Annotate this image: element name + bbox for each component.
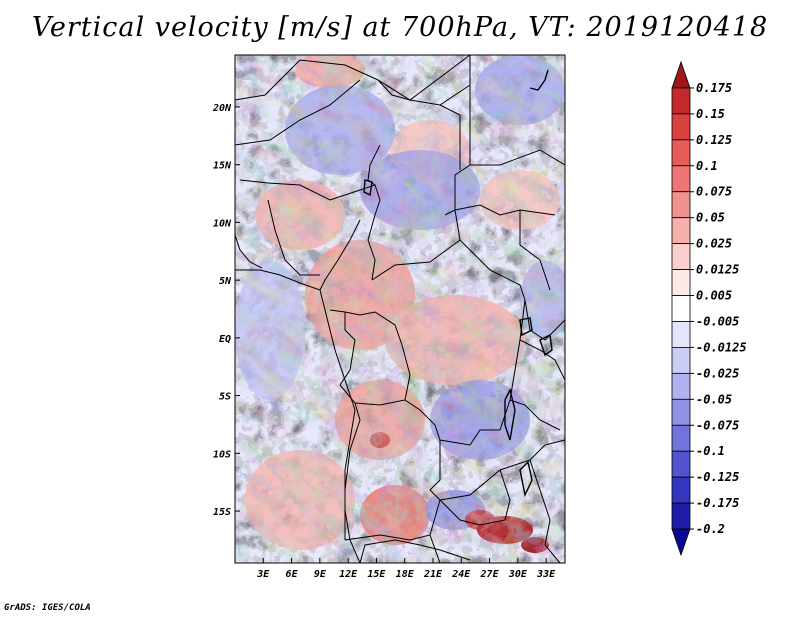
colorbar-label: 0.175: [696, 81, 732, 95]
colorbar-cap-bottom: [671, 528, 691, 557]
lon-tick-label: 33E: [536, 569, 556, 580]
colorbar-swatch: [671, 321, 691, 348]
colorbar-label: -0.075: [696, 418, 739, 432]
chart-title: Vertical velocity [m/s] at 700hPa, VT: 2…: [31, 12, 769, 43]
velocity-field: [235, 55, 565, 563]
longitude-axis: 3E 6E 9E 12E 15E 18E 21E 24E 27E 30E 33E: [256, 558, 556, 580]
colorbar-label: -0.025: [696, 366, 739, 380]
lon-tick-label: 15E: [367, 569, 386, 580]
lat-tick-label: 10S: [213, 449, 231, 460]
colorbar-swatch: [671, 217, 691, 245]
colorbar-label: -0.125: [696, 470, 739, 484]
credit-label: GrADS: IGES/COLA: [4, 603, 91, 613]
lon-tick-label: 9E: [314, 569, 327, 580]
colorbar-swatch: [671, 113, 691, 141]
map-frame: [234, 54, 566, 564]
colorbar-label: -0.005: [696, 314, 739, 328]
lon-tick-label: 6E: [286, 569, 299, 580]
colorbar-label: 0.125: [696, 133, 732, 147]
colorbar: 0.175 0.15 0.125 0.1 0.075 0.05 0.025 0.0125 0.0…: [671, 60, 747, 557]
lon-tick-label: 3E: [256, 569, 270, 580]
colorbar-swatch: [671, 269, 691, 296]
colorbar-swatch: [671, 347, 691, 374]
colorbar-swatch: [671, 165, 691, 193]
lon-tick-label: 30E: [508, 569, 528, 580]
colorbar-label: -0.05: [696, 392, 732, 406]
colorbar-swatch: [671, 243, 691, 270]
lat-tick-label: 15N: [213, 161, 232, 172]
colorbar-swatch: [671, 450, 691, 478]
colorbar-swatch: [671, 87, 691, 115]
lat-tick-label: 20N: [212, 103, 232, 114]
lat-tick-label: 5S: [219, 392, 231, 403]
lon-tick-label: 18E: [396, 569, 415, 580]
colorbar-label: 0.025: [696, 237, 732, 251]
colorbar-label: 0.05: [696, 211, 725, 225]
latitude-axis: 20N 15N 10N 5N EQ 5S 10S 15S: [212, 103, 240, 518]
colorbar-label: 0.0125: [696, 263, 739, 277]
colorbar-label: 0.005: [696, 289, 732, 303]
colorbar-swatch: [671, 295, 691, 322]
colorbar-swatch: [671, 139, 691, 167]
colorbar-swatch: [671, 424, 691, 452]
lon-tick-label: 27E: [480, 569, 500, 580]
colorbar-swatch: [671, 476, 691, 504]
country-borders: [235, 55, 565, 563]
colorbar-label: -0.1: [696, 444, 725, 458]
colorbar-label: -0.2: [696, 522, 725, 536]
colorbar-label: -0.175: [696, 496, 739, 510]
colorbar-swatch: [671, 372, 691, 400]
colorbar-swatch: [671, 502, 691, 530]
lat-tick-label: EQ: [219, 334, 231, 345]
colorbar-label: 0.1: [696, 159, 718, 173]
colorbar-label: -0.0125: [696, 340, 747, 354]
lat-tick-label: 5N: [219, 276, 232, 287]
colorbar-cap-top: [671, 60, 691, 89]
lat-tick-label: 15S: [213, 507, 231, 518]
colorbar-label: 0.15: [696, 107, 725, 121]
lakes: [363, 69, 553, 498]
colorbar-label: 0.075: [696, 185, 732, 199]
lon-tick-label: 21E: [423, 569, 443, 580]
lon-tick-label: 24E: [451, 569, 471, 580]
lon-tick-label: 12E: [339, 569, 358, 580]
lat-tick-label: 10N: [213, 218, 232, 229]
colorbar-swatch: [671, 398, 691, 426]
colorbar-swatch: [671, 191, 691, 219]
